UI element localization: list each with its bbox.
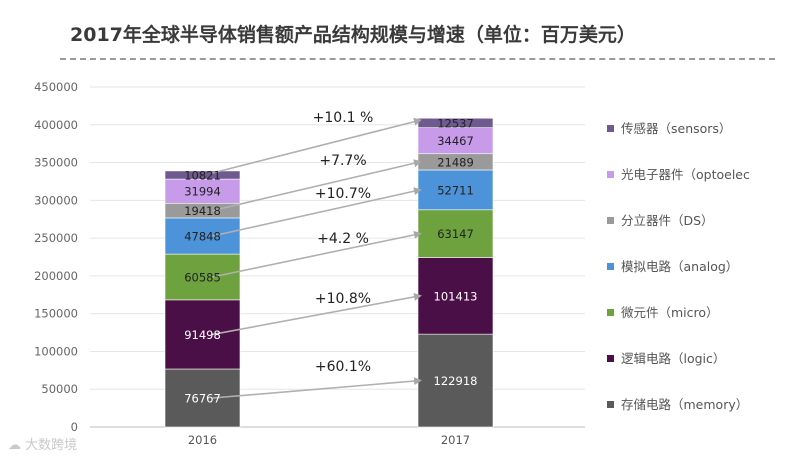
legend-label: 模拟电路（analog） [621, 259, 738, 274]
y-tick-label: 250000 [34, 231, 78, 245]
data-label: 101413 [434, 289, 478, 303]
chart-title: 2017年全球半导体销售额产品结构规模与增速（单位：百万美元） [70, 24, 636, 46]
legend-label: 光电子器件（optoelec [621, 167, 750, 182]
y-tick-label: 50000 [41, 382, 78, 396]
bar-segment [164, 170, 241, 180]
data-label: 31994 [184, 185, 221, 199]
data-label: 19418 [184, 204, 221, 218]
legend-label: 微元件（micro） [621, 305, 719, 320]
legend-swatch [607, 401, 614, 408]
growth-arrow [212, 159, 422, 212]
x-tick-label: 2017 [441, 433, 470, 447]
legend-label: 逻辑电路（logic） [621, 351, 725, 366]
legend-label: 存储电路（memory） [621, 397, 748, 412]
bar-segment [164, 299, 241, 370]
data-label: 21489 [437, 155, 474, 169]
growth-arrow [212, 230, 422, 278]
data-label: 10821 [184, 169, 221, 183]
data-label: 60585 [184, 270, 221, 284]
y-tick-label: 0 [71, 420, 78, 434]
legend-swatch [607, 125, 614, 132]
y-tick-label: 450000 [34, 80, 78, 94]
growth-arrow [212, 117, 422, 174]
data-label: 47848 [184, 230, 221, 244]
y-tick-label: 200000 [34, 269, 78, 283]
watermark-text: 大数跨境 [25, 438, 78, 453]
bar-segment [164, 368, 241, 428]
legend-swatch [607, 263, 614, 270]
legend-swatch [607, 171, 614, 178]
bar-segment [417, 169, 494, 211]
y-tick-label: 300000 [34, 193, 78, 207]
data-label: 91498 [184, 328, 221, 342]
growth-label: +7.7% [319, 153, 366, 169]
growth-label: +60.1% [315, 359, 371, 375]
bar-segment [164, 178, 241, 204]
data-label: 12537 [437, 116, 474, 130]
growth-arrow [212, 377, 422, 399]
growth-label: +10.7% [315, 186, 371, 202]
data-label: 63147 [437, 227, 474, 241]
growth-label: +10.1 % [313, 110, 374, 126]
watermark: ☁ 大数跨境 [8, 434, 77, 453]
y-tick-label: 100000 [34, 344, 78, 358]
y-tick-label: 150000 [34, 307, 78, 321]
y-tick-label: 400000 [34, 118, 78, 132]
data-label: 34467 [437, 134, 474, 148]
growth-arrow [212, 292, 422, 336]
data-label: 122918 [434, 374, 478, 388]
x-tick-label: 2016 [188, 433, 217, 447]
legend-label: 传感器（sensors） [621, 121, 731, 136]
growth-label: +4.2 % [317, 231, 369, 247]
bar-segment [417, 333, 494, 428]
bar-segment [417, 127, 494, 155]
legend-swatch [607, 309, 614, 316]
data-label: 52711 [437, 183, 474, 197]
legend-swatch [607, 355, 614, 362]
legend-label: 分立器件（DS） [621, 213, 714, 228]
bar-segment [417, 257, 494, 335]
data-label: 76767 [184, 391, 221, 405]
legend-swatch [607, 217, 614, 224]
growth-arrow [212, 187, 422, 237]
bar-segment [417, 209, 494, 258]
watermark-logo-icon: ☁ [8, 438, 21, 453]
title-divider [60, 58, 775, 60]
y-tick-label: 350000 [34, 156, 78, 170]
growth-label: +10.8% [315, 291, 371, 307]
